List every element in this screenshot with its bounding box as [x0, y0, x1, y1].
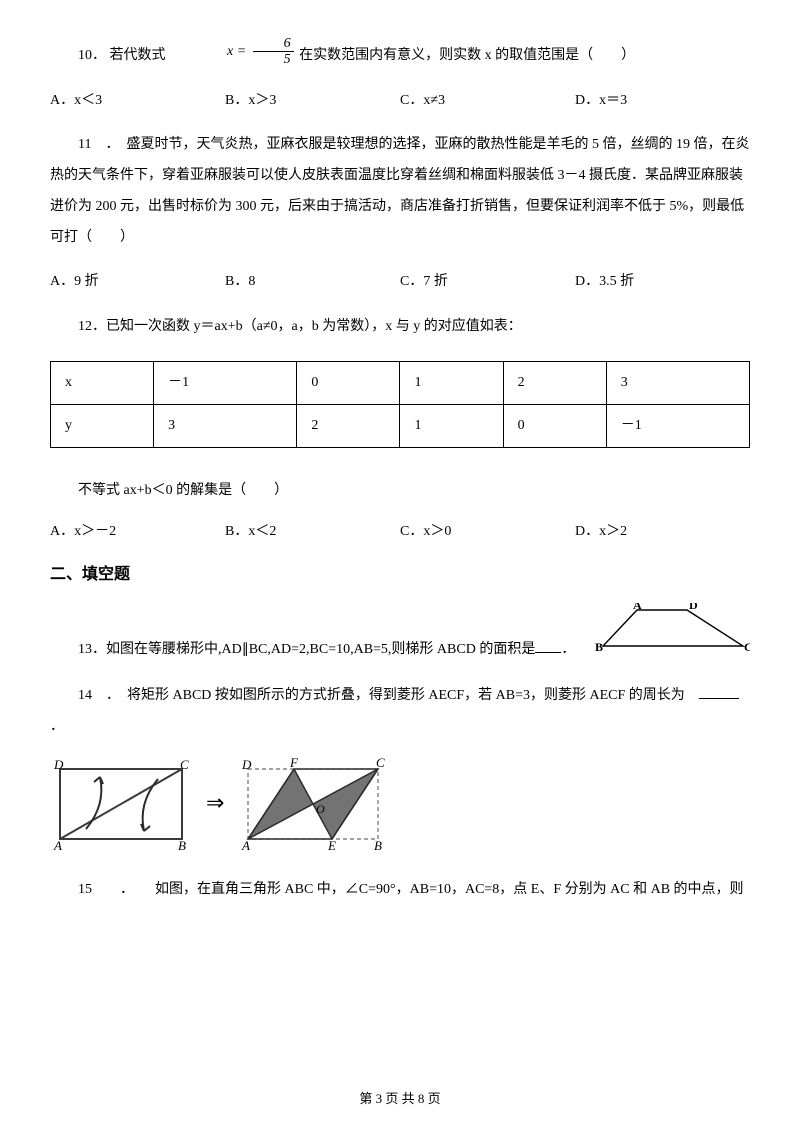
label-b: B — [374, 838, 382, 851]
q13-text: 13．如图在等腰梯形中,AD∥BC,AD=2,BC=10,AB=5,则梯形 AB… — [50, 639, 589, 661]
label-c: C — [180, 757, 189, 772]
label-a: A — [53, 838, 62, 851]
q10-fraction: x = 6 5 — [171, 36, 294, 68]
q11-option-d: D．3.5 折 — [575, 271, 750, 293]
label-b: B — [595, 640, 603, 654]
label-f: F — [289, 755, 299, 770]
fold-figure-left: D C A B — [50, 755, 192, 851]
label-b: B — [178, 838, 186, 851]
q10-options: A．x＜3 B．x＞3 C．x≠3 D．x＝3 — [50, 90, 750, 112]
q10-option-a: A．x＜3 — [50, 90, 225, 112]
blank — [535, 639, 561, 653]
cell: 3 — [154, 405, 297, 448]
q11-option-b: B．8 — [225, 271, 400, 293]
label-d: D — [689, 603, 698, 612]
cell: 3 — [606, 361, 749, 404]
arrow-icon: ⇒ — [206, 785, 224, 820]
section-2-heading: 二、填空题 — [50, 562, 750, 588]
q10-option-c: C．x≠3 — [400, 90, 575, 112]
q12-options: A．x＞－2 B．x＜2 C．x＞0 D．x＞2 — [50, 521, 750, 543]
q12-option-d: D．x＞2 — [575, 521, 750, 543]
q10-option-d: D．x＝3 — [575, 90, 750, 112]
q10-num: 6 — [253, 36, 294, 52]
q13-suffix: ． — [561, 642, 575, 657]
footer-b: 页 共 — [382, 1091, 418, 1106]
table-row: y 3 2 1 0 －1 — [51, 405, 750, 448]
blank — [699, 685, 739, 699]
question-11: 11 ． 盛夏时节，天气炎热，亚麻衣服是较理想的选择，亚麻的散热性能是羊毛的 5… — [50, 130, 750, 253]
cell: 2 — [503, 361, 606, 404]
q10-prefix: 若代数式 — [110, 48, 166, 63]
question-15: 15 ． 如图，在直角三角形 ABC 中，∠C=90°，AB=10，AC=8，点… — [50, 875, 750, 906]
q14-suffix: ． — [50, 719, 64, 734]
cell: x — [51, 361, 154, 404]
q11-text: 11 ． 盛夏时节，天气炎热，亚麻衣服是较理想的选择，亚麻的散热性能是羊毛的 5… — [50, 130, 750, 253]
label-d: D — [53, 757, 64, 772]
cell: 0 — [503, 405, 606, 448]
label-e: E — [327, 838, 336, 851]
q10-text: 10． 若代数式 x = 6 5 在实数范围内有意义，则实数 x 的取值范围是（… — [50, 40, 750, 72]
question-12: 12．已知一次函数 y＝ax+b（a≠0，a，b 为常数），x 与 y 的对应值… — [50, 312, 750, 343]
cell: 1 — [400, 405, 503, 448]
label-a: A — [241, 838, 250, 851]
q12-option-a: A．x＞－2 — [50, 521, 225, 543]
question-10: 10． 若代数式 x = 6 5 在实数范围内有意义，则实数 x 的取值范围是（… — [50, 40, 750, 72]
q10-eq: x = — [199, 44, 246, 59]
q12-option-b: B．x＜2 — [225, 521, 400, 543]
trapezoid-figure: A D B C — [595, 603, 750, 661]
fold-figure-right: D F C A E B O — [238, 755, 388, 851]
label-d: D — [241, 757, 252, 772]
question-14: 14 ． 将矩形 ABCD 按如图所示的方式折叠，得到菱形 AECF，若 AB=… — [50, 681, 750, 743]
q11-option-a: A．9 折 — [50, 271, 225, 293]
label-c: C — [376, 755, 385, 770]
q12-option-c: C．x＞0 — [400, 521, 575, 543]
cell: －1 — [606, 405, 749, 448]
q10-den: 5 — [253, 52, 294, 67]
q12-table: x －1 0 1 2 3 y 3 2 1 0 －1 — [50, 361, 750, 449]
q11-options: A．9 折 B．8 C．7 折 D．3.5 折 — [50, 271, 750, 293]
label-a: A — [633, 603, 642, 612]
cell: －1 — [154, 361, 297, 404]
table-row: x －1 0 1 2 3 — [51, 361, 750, 404]
cell: 1 — [400, 361, 503, 404]
label-o: O — [316, 802, 325, 816]
cell: 0 — [297, 361, 400, 404]
q10-label: 10． — [78, 48, 106, 63]
label-c: C — [744, 640, 750, 654]
cell: y — [51, 405, 154, 448]
q10-option-b: B．x＞3 — [225, 90, 400, 112]
footer-a: 第 — [359, 1091, 375, 1106]
q14-figures: D C A B ⇒ D F C A E B O — [50, 755, 750, 851]
q11-option-c: C．7 折 — [400, 271, 575, 293]
q12-text: 12．已知一次函数 y＝ax+b（a≠0，a，b 为常数），x 与 y 的对应值… — [50, 312, 750, 343]
q12-sub: 不等式 ax+b＜0 的解集是（ ） — [50, 476, 750, 507]
page-footer: 第 3 页 共 8 页 — [0, 1089, 800, 1110]
q10-suffix: 在实数范围内有意义，则实数 x 的取值范围是（ ） — [299, 48, 635, 63]
q14-body: 14 ． 将矩形 ABCD 按如图所示的方式折叠，得到菱形 AECF，若 AB=… — [78, 688, 685, 703]
cell: 2 — [297, 405, 400, 448]
footer-c: 页 — [424, 1091, 440, 1106]
q13-body: 13．如图在等腰梯形中,AD∥BC,AD=2,BC=10,AB=5,则梯形 AB… — [78, 642, 535, 657]
question-13: 13．如图在等腰梯形中,AD∥BC,AD=2,BC=10,AB=5,则梯形 AB… — [50, 603, 750, 661]
